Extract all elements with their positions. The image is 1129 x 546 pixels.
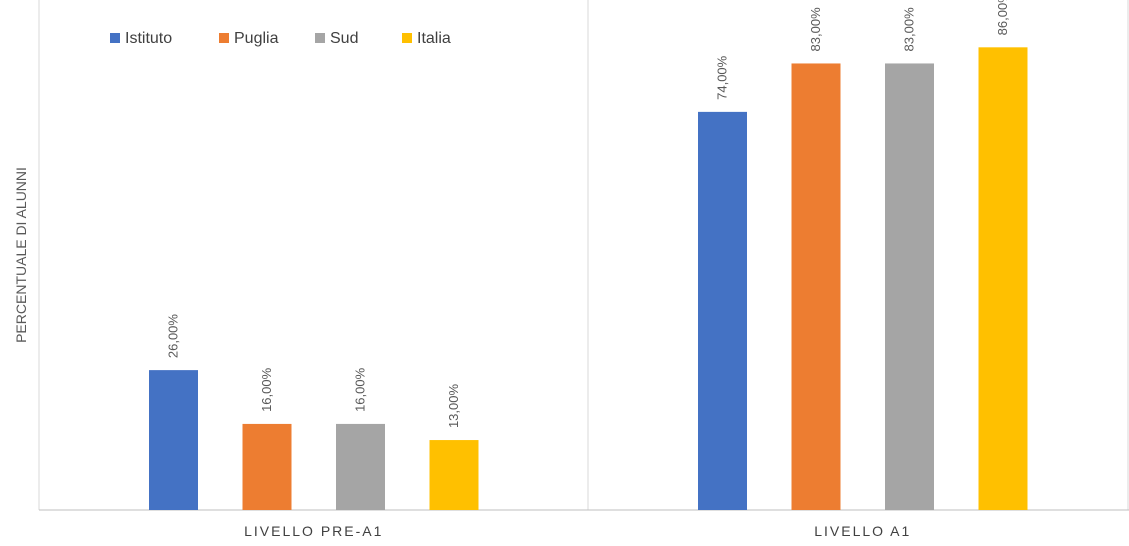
data-label-sud-1: 16,00% bbox=[353, 367, 368, 412]
data-label-italia-1: 13,00% bbox=[446, 384, 461, 429]
bars-group: 26,00% 16,00% 16,00% 13,00% 74,00% 83,00% 83,0… bbox=[149, 0, 1028, 511]
category-label-1: LIVELLO PRE-A1 bbox=[244, 523, 383, 539]
bar-italia-1 bbox=[429, 440, 479, 510]
legend-label-istituto: Istituto bbox=[125, 30, 172, 47]
bar-puglia-2 bbox=[791, 63, 841, 511]
y-axis-title: PERCENTUALE DI ALUNNI bbox=[13, 167, 29, 343]
data-label-istituto-2: 74,00% bbox=[715, 55, 730, 100]
bar-italia-2 bbox=[978, 47, 1028, 510]
legend-label-puglia: Puglia bbox=[234, 30, 279, 47]
legend-swatch-puglia bbox=[219, 33, 229, 43]
legend: Istituto Puglia Sud Italia bbox=[110, 30, 451, 47]
data-label-istituto-1: 26,00% bbox=[166, 314, 181, 359]
data-label-italia-2: 86,00% bbox=[995, 0, 1010, 35]
data-label-puglia-1: 16,00% bbox=[259, 367, 274, 412]
category-labels: LIVELLO PRE-A1 LIVELLO A1 bbox=[244, 523, 911, 539]
bar-istituto-2 bbox=[698, 111, 747, 510]
bar-puglia-1 bbox=[242, 423, 292, 510]
legend-swatch-istituto bbox=[110, 33, 120, 43]
legend-swatch-italia bbox=[402, 33, 412, 43]
category-label-2: LIVELLO A1 bbox=[814, 523, 911, 539]
bar-istituto-1 bbox=[149, 370, 198, 510]
legend-label-sud: Sud bbox=[330, 30, 358, 47]
legend-swatch-sud bbox=[315, 33, 325, 43]
data-label-sud-2: 83,00% bbox=[902, 7, 917, 52]
bar-sud-2 bbox=[885, 63, 934, 511]
data-label-puglia-2: 83,00% bbox=[808, 7, 823, 52]
bar-sud-1 bbox=[336, 423, 385, 510]
legend-label-italia: Italia bbox=[417, 30, 451, 47]
